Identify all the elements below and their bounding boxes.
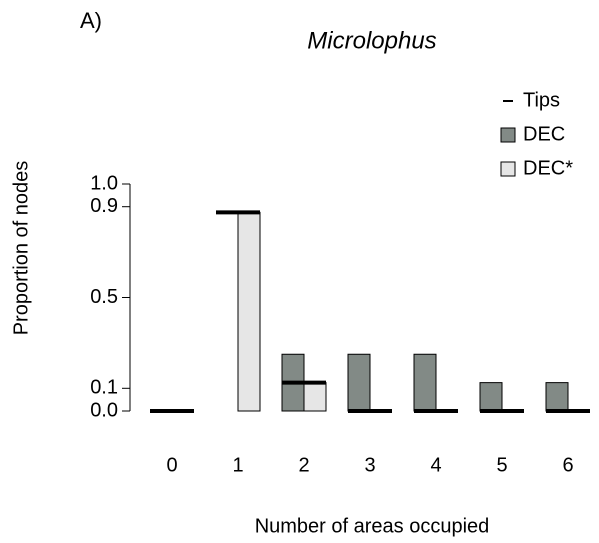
panel-label: A) [80,8,102,33]
y-tick-label: 0.1 [90,377,118,399]
legend-swatch [500,127,516,143]
bar [347,353,371,412]
x-tick-label: 0 [166,454,177,476]
y-tick-label: 1.0 [90,172,118,194]
x-tick-label: 3 [364,454,375,476]
x-tick-label: 5 [496,454,507,476]
bar [413,353,437,412]
chart-title: Microlophus [307,27,436,54]
bar [479,382,503,412]
y-tick-label: 0.5 [90,286,118,308]
bar [237,211,261,412]
x-tick-label: 4 [430,454,441,476]
bar [303,382,327,412]
bar [545,382,569,412]
x-tick-label: 2 [298,454,309,476]
legend-label: Tips [523,89,560,111]
y-axis-label: Proportion of nodes [10,161,32,336]
x-tick-label: 1 [232,454,243,476]
y-tick-label: 0.9 [90,195,118,217]
legend-label: DEC [523,123,565,145]
legend-label: DEC* [523,157,573,179]
y-tick-label: 0.0 [90,399,118,421]
x-tick-label: 6 [562,454,573,476]
legend-swatch [500,161,516,177]
x-axis-label: Number of areas occupied [255,515,490,537]
